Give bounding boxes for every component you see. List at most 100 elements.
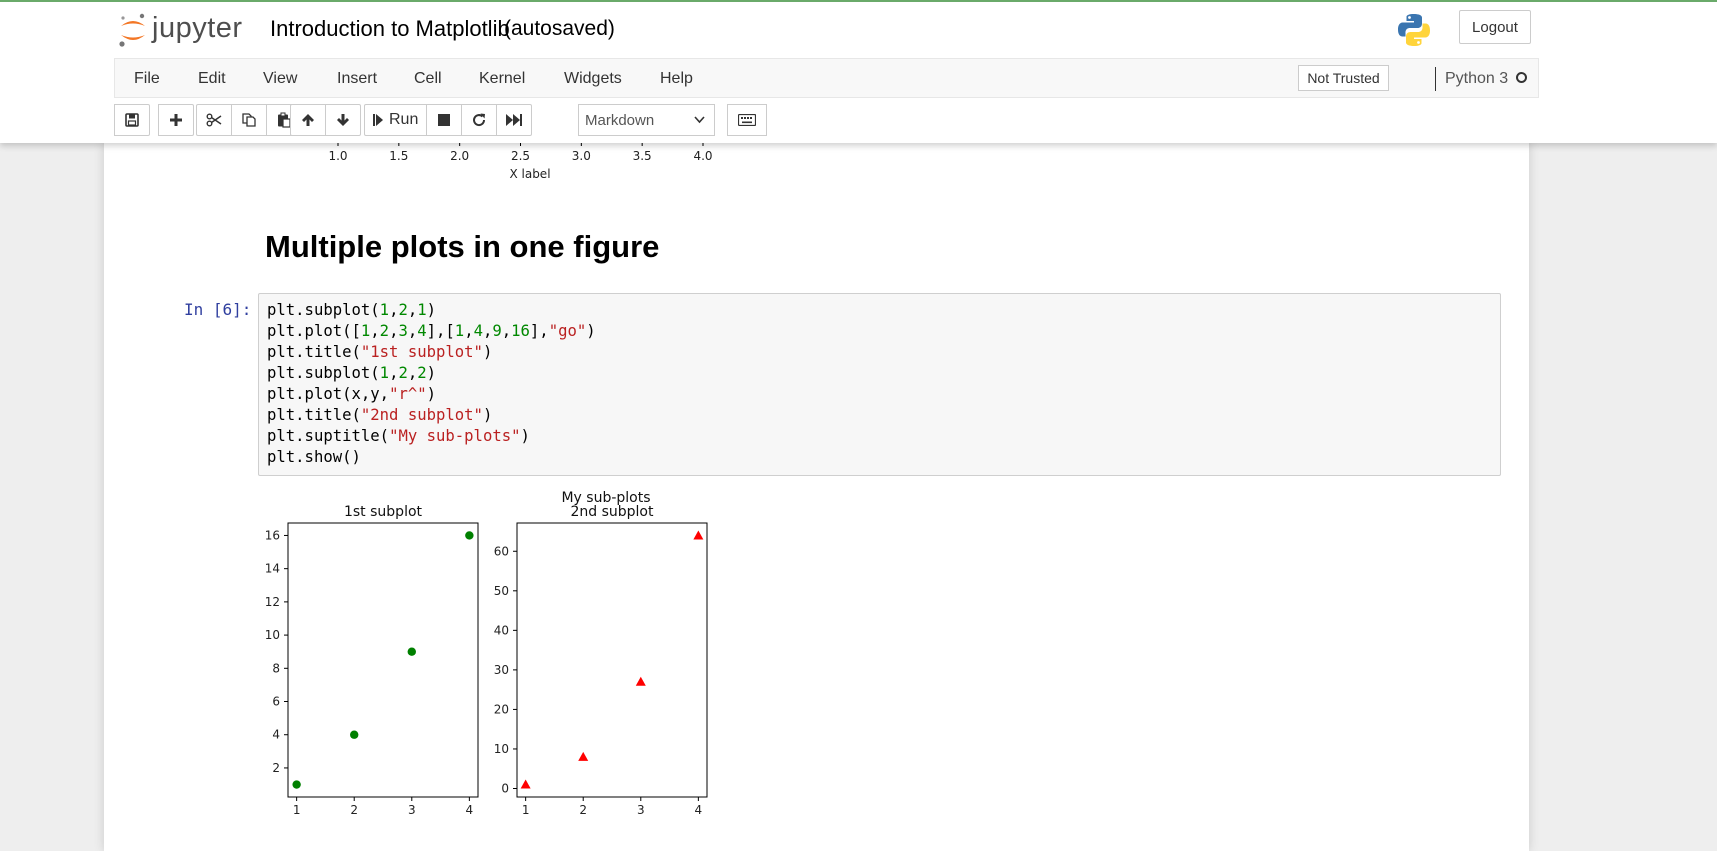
y-tick-label: 8 (272, 661, 280, 675)
save-icon (125, 113, 139, 127)
logo-text: jupyter (152, 12, 243, 44)
jupyter-logo[interactable]: jupyter (118, 10, 254, 50)
notebook-title[interactable]: Introduction to Matplotlib (270, 16, 510, 41)
previous-x-axis-label: X label (509, 167, 550, 181)
code-line: plt.show() (267, 448, 361, 466)
y-tick-label: 50 (494, 584, 509, 598)
arrow-up-icon (302, 114, 314, 126)
markdown-heading[interactable]: Multiple plots in one figure (265, 229, 660, 264)
code-line: plt.plot(x,y,"r^") (267, 385, 437, 403)
y-tick-label: 12 (265, 595, 280, 609)
data-point (635, 676, 646, 686)
code-line: plt.title("1st subplot") (267, 343, 493, 361)
cut-button[interactable] (196, 104, 232, 136)
cell-prompt: In [6]: (184, 300, 252, 319)
kernel-separator (1435, 67, 1436, 91)
copy-icon (242, 113, 256, 127)
fast-forward-icon (506, 114, 523, 126)
x-tick-label: 2 (579, 803, 587, 817)
step-forward-icon (373, 114, 383, 126)
data-point (350, 730, 359, 739)
restart-icon (473, 113, 486, 127)
data-point (578, 751, 589, 761)
kernel-name[interactable]: Python 3 (1445, 70, 1509, 87)
menu-widgets[interactable]: Widgets (564, 70, 622, 87)
cut-icon (206, 113, 222, 127)
jupyter-logo-icon (119, 13, 145, 47)
figure-suptitle: My sub-plots (561, 490, 650, 506)
code-line: plt.plot([1,2,3,4],[1,4,9,16],"go") (267, 322, 596, 340)
run-button[interactable]: Run (364, 104, 428, 136)
move-up-button[interactable] (290, 104, 326, 136)
previous-output-axis: 1.0 1.5 2.0 2.5 3.0 3.5 4.0 X label (317, 140, 747, 181)
x-tick-label: 3 (408, 803, 416, 817)
cell-type-value: Markdown (585, 111, 655, 129)
data-point (465, 531, 474, 540)
data-point (693, 530, 704, 540)
restart-button[interactable] (461, 104, 498, 136)
y-tick-label: 2 (272, 761, 280, 775)
y-tick-label: 40 (494, 623, 509, 637)
x-tick-label: 1 (522, 803, 530, 817)
x-tick-label: 3 (637, 803, 645, 817)
x-tick-label: 1 (293, 803, 301, 817)
menu-view[interactable]: View (263, 70, 298, 87)
chevron-down-icon (694, 116, 705, 124)
y-tick-label: 0 (501, 781, 509, 795)
notebook-header: jupyter Introduction to Matplotlib (auto… (0, 0, 1717, 143)
plus-icon (170, 114, 182, 126)
move-down-button[interactable] (325, 104, 361, 136)
autosave-status: (autosaved) (504, 17, 615, 40)
y-tick-label: 60 (494, 544, 509, 558)
subplot-title: 1st subplot (344, 504, 423, 520)
data-point (407, 647, 416, 656)
interrupt-button[interactable] (426, 104, 463, 136)
y-tick-label: 20 (494, 702, 509, 716)
y-tick-label: 10 (494, 742, 509, 756)
stop-icon (438, 114, 451, 126)
menubar: File Edit View Insert Cell Kernel Widget… (114, 58, 1539, 98)
code-line: plt.suptitle("My sub-plots") (267, 427, 530, 445)
code-line: plt.subplot(1,2,1) (267, 301, 437, 319)
cell-output-figure: My sub-plots 1st subplot 1 2 3 4 2 4 6 8 10 12 14 16… (254, 485, 834, 845)
notebook-container: 1.0 1.5 2.0 2.5 3.0 3.5 4.0 X label Multiple p… (104, 140, 1529, 851)
code-line: plt.title("2nd subplot") (267, 406, 493, 424)
menu-insert[interactable]: Insert (337, 70, 378, 87)
insert-cell-button[interactable] (158, 104, 194, 136)
toolbar: Run Markdown (114, 104, 814, 138)
restart-run-all-button[interactable] (496, 104, 533, 136)
run-label: Run (389, 111, 419, 128)
axes-frame (287, 522, 479, 798)
code-editor[interactable]: plt.subplot(1,2,1) plt.plot([1,2,3,4],[1… (258, 293, 1501, 476)
not-trusted-button[interactable]: Not Trusted (1298, 65, 1389, 91)
command-palette-button[interactable] (727, 104, 767, 136)
x-tick-label: 4 (695, 803, 703, 817)
previous-x-tick-label: 4.0 (693, 149, 712, 163)
previous-x-tick-label: 2.0 (450, 149, 469, 163)
previous-output-chart: 1.0 1.5 2.0 2.5 3.0 3.5 4.0 X label (319, 140, 741, 181)
previous-x-tick-label: 3.5 (633, 149, 652, 163)
data-point (520, 779, 531, 789)
kernel-idle-icon (1516, 72, 1527, 83)
menu-help[interactable]: Help (660, 70, 693, 87)
save-button[interactable] (114, 104, 150, 136)
menu-cell[interactable]: Cell (414, 70, 442, 87)
x-tick-label: 2 (350, 803, 358, 817)
logout-button[interactable]: Logout (1459, 10, 1531, 44)
python-logo-icon (1398, 14, 1430, 46)
menu-kernel[interactable]: Kernel (479, 70, 526, 87)
keyboard-icon (738, 114, 756, 126)
previous-x-tick-label: 1.5 (389, 149, 408, 163)
subplot-title: 2nd subplot (570, 504, 654, 520)
cell-type-select[interactable]: Markdown (578, 104, 715, 136)
menu-edit[interactable]: Edit (198, 70, 226, 87)
y-tick-label: 4 (272, 728, 280, 742)
y-tick-label: 6 (272, 695, 280, 709)
menu-file[interactable]: File (134, 70, 160, 87)
y-tick-label: 30 (494, 663, 509, 677)
copy-button[interactable] (231, 104, 267, 136)
axes-frame (516, 522, 708, 798)
